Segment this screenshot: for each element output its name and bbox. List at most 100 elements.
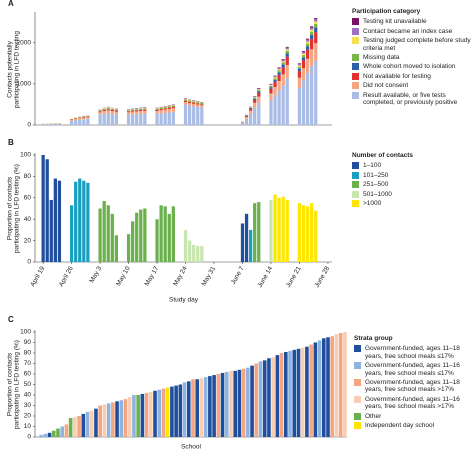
bar bbox=[157, 389, 162, 437]
bar bbox=[89, 410, 94, 437]
bar bbox=[41, 155, 45, 262]
legend-item: Independent day school bbox=[354, 422, 472, 430]
bar bbox=[49, 199, 53, 262]
bar-segment bbox=[301, 55, 306, 58]
legend-item: Government-funded, ages 11–16 years, fre… bbox=[354, 395, 472, 411]
bar-segment bbox=[277, 67, 281, 69]
bar-segment bbox=[269, 87, 273, 89]
legend-item: Testing kit unavailable bbox=[352, 18, 472, 26]
legend-item: Other bbox=[354, 412, 472, 420]
x-tick-label: April 19 bbox=[29, 265, 46, 288]
bar-segment bbox=[269, 88, 273, 94]
panel-label: C bbox=[8, 315, 14, 324]
bar bbox=[119, 400, 124, 437]
y-tick-label: 20 bbox=[24, 237, 32, 244]
bar-segment bbox=[196, 103, 200, 105]
bar-segment bbox=[285, 51, 289, 54]
bar-segment bbox=[285, 47, 289, 50]
bar bbox=[123, 399, 128, 437]
bar-segment bbox=[314, 19, 318, 22]
bar-segment bbox=[102, 111, 106, 114]
bar bbox=[269, 199, 273, 262]
bar-segment bbox=[106, 113, 110, 125]
bar bbox=[216, 374, 221, 437]
bar bbox=[68, 418, 73, 437]
bar-segment bbox=[301, 51, 306, 52]
legend-label: Testing judged complete before study cri… bbox=[363, 37, 471, 52]
legend-swatch bbox=[352, 171, 359, 179]
bar-segment bbox=[310, 34, 314, 40]
bar-segment bbox=[106, 109, 110, 111]
bar-segment bbox=[106, 110, 110, 114]
bar bbox=[322, 338, 326, 437]
legend-swatch bbox=[354, 362, 361, 370]
bar-segment bbox=[139, 111, 143, 114]
bar bbox=[106, 205, 110, 262]
bar-segment bbox=[53, 123, 57, 125]
bar-segment bbox=[159, 113, 163, 125]
bar-segment bbox=[249, 110, 253, 114]
legend-swatch bbox=[352, 82, 359, 90]
bar bbox=[74, 181, 78, 262]
y-axis-label: Contacts potentially bbox=[7, 40, 14, 97]
bar-segment bbox=[305, 73, 310, 125]
bar-segment bbox=[277, 74, 281, 82]
legend-item: Government-funded, ages 11–18 years, fre… bbox=[354, 379, 472, 394]
legend-label: Independent day school bbox=[365, 422, 435, 430]
bar-segment bbox=[281, 61, 285, 63]
bar bbox=[110, 213, 114, 262]
bar bbox=[165, 387, 170, 437]
bar bbox=[224, 371, 229, 437]
bar-segment bbox=[301, 51, 306, 54]
bar-segment bbox=[171, 105, 175, 107]
bar bbox=[57, 180, 62, 262]
bar-segment bbox=[281, 60, 285, 62]
bar-segment bbox=[273, 77, 277, 79]
bar-segment bbox=[249, 107, 253, 108]
bar bbox=[288, 350, 292, 437]
bar-segment bbox=[143, 113, 147, 125]
bar bbox=[343, 332, 347, 437]
bar bbox=[296, 348, 301, 437]
legend-swatch bbox=[352, 91, 359, 99]
bar-segment bbox=[310, 29, 314, 32]
y-axis-label: Proportion of contacts bbox=[7, 176, 14, 240]
bar bbox=[297, 203, 302, 262]
bar-segment bbox=[285, 46, 289, 48]
bar-segment bbox=[192, 106, 196, 125]
legend-label: >1000 bbox=[363, 200, 382, 208]
y-tick-label: 100 bbox=[20, 152, 31, 159]
bar bbox=[136, 395, 140, 437]
bar bbox=[86, 182, 90, 262]
bar bbox=[262, 360, 267, 437]
bar-segment bbox=[192, 102, 196, 104]
legend-swatch bbox=[354, 379, 361, 387]
y-tick-label: 2000 bbox=[17, 39, 32, 46]
bar-segment bbox=[257, 92, 261, 97]
bar-segment bbox=[82, 116, 86, 118]
bar-segment bbox=[269, 93, 273, 101]
bar bbox=[273, 194, 277, 262]
x-tick-label: June 21 bbox=[285, 265, 303, 289]
bar bbox=[85, 411, 90, 437]
y-tick-label: 80 bbox=[24, 350, 32, 357]
bar-segment bbox=[253, 98, 257, 100]
y-tick-label: 70 bbox=[24, 360, 32, 367]
bar-segment bbox=[57, 123, 62, 125]
bar bbox=[78, 178, 82, 262]
bar bbox=[163, 206, 167, 262]
bar-segment bbox=[244, 116, 249, 119]
bar bbox=[132, 395, 136, 437]
bar-segment bbox=[305, 49, 310, 59]
bar-segment bbox=[301, 60, 306, 69]
bar bbox=[203, 377, 208, 437]
bar-segment bbox=[281, 67, 285, 75]
bar bbox=[281, 196, 285, 262]
y-tick-label: 20 bbox=[24, 413, 32, 420]
bar-segment bbox=[253, 97, 257, 99]
bar bbox=[102, 201, 106, 262]
y-tick-label: 10 bbox=[24, 423, 32, 430]
legend-label: 501–1000 bbox=[363, 190, 392, 198]
legend-label: Government-funded, ages 11–18 years, fre… bbox=[365, 345, 460, 360]
bar-segment bbox=[183, 98, 188, 100]
